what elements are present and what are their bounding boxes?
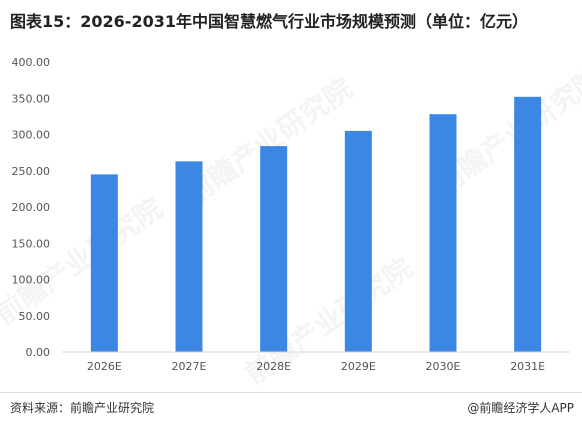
footer: 资料来源：前瞻产业研究院 @前瞻经济学人APP xyxy=(10,399,574,419)
y-tick-label: 300.00 xyxy=(12,129,51,142)
x-tick-label: 2029E xyxy=(341,360,376,373)
credit-note: @前瞻经济学人APP xyxy=(467,401,574,415)
chart-title: 图表15：2026-2031年中国智慧燃气行业市场规模预测（单位：亿元） xyxy=(10,12,528,31)
footer-divider xyxy=(0,392,582,393)
bar-2031E xyxy=(514,96,542,352)
y-tick-label: 400.00 xyxy=(12,56,51,69)
y-tick-label: 150.00 xyxy=(12,237,51,250)
y-axis: 0.00 50.00 100.00 150.00 200.00 250.00 300.00 3… xyxy=(12,56,51,359)
x-tick-label: 2031E xyxy=(510,360,545,373)
bar-2028E xyxy=(260,146,288,352)
y-tick-label: 0.00 xyxy=(26,346,51,359)
bar-2026E xyxy=(90,174,118,352)
source-note: 资料来源：前瞻产业研究院 xyxy=(10,401,155,415)
x-tick-label: 2030E xyxy=(426,360,461,373)
bar-2030E xyxy=(429,114,457,352)
x-tick-label: 2027E xyxy=(172,360,207,373)
y-tick-label: 350.00 xyxy=(12,92,51,105)
bar-2027E xyxy=(175,161,203,352)
y-tick-label: 200.00 xyxy=(12,201,51,214)
bar-2029E xyxy=(344,130,372,352)
x-tick-label: 2028E xyxy=(256,360,291,373)
y-tick-label: 100.00 xyxy=(12,274,51,287)
bars xyxy=(90,96,542,352)
y-tick-label: 50.00 xyxy=(19,310,51,323)
y-tick-label: 250.00 xyxy=(12,165,51,178)
x-axis: 2026E 2027E 2028E 2029E 2030E 2031E xyxy=(62,351,570,373)
x-tick-label: 2026E xyxy=(87,360,122,373)
